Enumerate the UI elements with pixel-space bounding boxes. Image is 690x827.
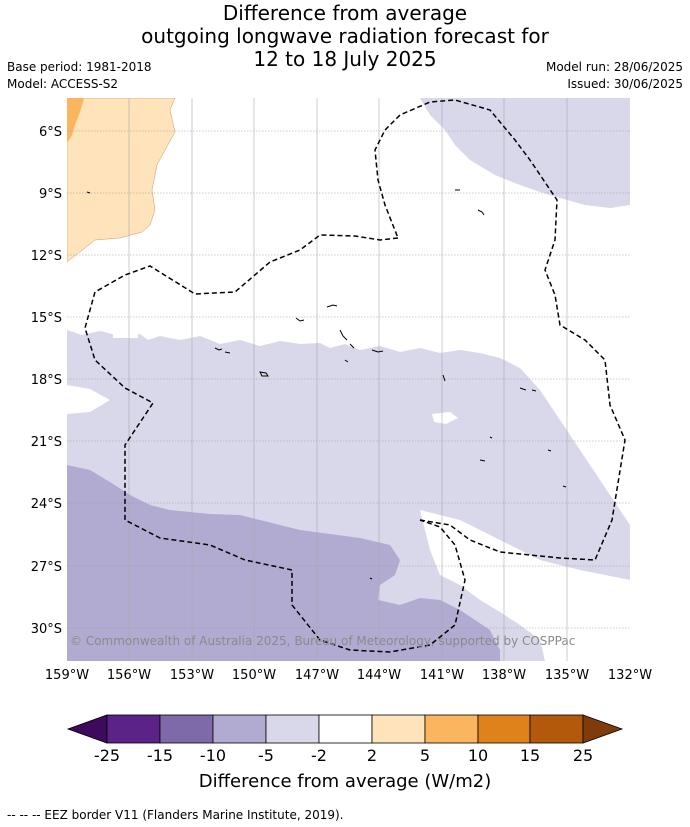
anomaly-blob-1 (113, 332, 138, 338)
lat-label-6S: 6°S (39, 125, 62, 140)
lon-label-153W: 153°W (170, 668, 214, 683)
map-title: Difference from average outgoing longwav… (0, 2, 690, 71)
model-run: Model run: 28/06/2025 (545, 60, 683, 74)
colorbar-tick-label: 15 (519, 746, 541, 765)
island-14 (547, 449, 552, 452)
copyright-notice: © Commonwealth of Australia 2025, Bureau… (70, 634, 576, 648)
island-1 (214, 347, 223, 351)
colorbar-tick-label: -2 (311, 746, 327, 765)
colorbar-segment-4 (265, 714, 320, 744)
island-7 (371, 349, 384, 353)
anomaly-white-gap-left (67, 236, 430, 340)
lat-label-12S: 12°S (31, 249, 62, 264)
island-20 (369, 577, 373, 580)
colorbar-segment-8 (477, 714, 531, 744)
eez-border-east (374, 99, 626, 561)
lon-label-147W: 147°W (295, 668, 339, 683)
island-2 (224, 351, 231, 354)
colorbar-segment-1 (106, 714, 161, 744)
lat-label-18S: 18°S (31, 373, 62, 388)
island-4 (326, 304, 338, 308)
colorbar-tick-label: -10 (199, 746, 227, 765)
island-9 (477, 209, 485, 216)
colorbar-segment-9 (529, 714, 584, 744)
title-line-3: 12 to 18 July 2025 (253, 47, 437, 71)
meta-right: Model run: 28/06/2025 Issued: 30/06/2025 (546, 59, 683, 93)
gridlines (67, 130, 630, 629)
lon-label-159W: 159°W (45, 668, 89, 683)
lon-label-144W: 144°W (357, 668, 401, 683)
anomaly-white-patch (432, 412, 458, 424)
lon-label-132W: 132°W (608, 668, 652, 683)
eez-border (84, 99, 626, 653)
colorbar-tick-label: 25 (572, 746, 594, 765)
island-6 (349, 343, 355, 349)
footnote-eez: -- -- -- EEZ border V11 (Flanders Marine… (7, 808, 344, 822)
lat-label-24S: 24°S (31, 497, 62, 512)
colorbar-segment-2 (159, 714, 214, 744)
colorbar-tick-label: 5 (419, 746, 431, 765)
island-17 (295, 317, 305, 322)
lon-label-135W: 135°W (545, 668, 589, 683)
island-15 (562, 485, 567, 488)
anomaly-region-plus2 (67, 98, 176, 263)
lon-label-156W: 156°W (107, 668, 151, 683)
lat-label-27S: 27°S (31, 560, 62, 575)
island-16 (86, 191, 91, 194)
colorbar-tick-label: 2 (366, 746, 378, 765)
colorbar-tick-label: -25 (93, 746, 121, 765)
anomaly-white-strip-2 (420, 510, 630, 661)
colorbar-tick-label: -5 (258, 746, 274, 765)
island-19 (489, 436, 493, 439)
eez-border-main (84, 234, 466, 653)
island-3 (259, 371, 269, 377)
island-10 (442, 374, 446, 382)
colorbar-over-arrow (582, 714, 624, 744)
base-period: Base period: 1981-2018 (7, 60, 152, 74)
colorbar (66, 714, 624, 744)
colorbar-segment-3 (212, 714, 267, 744)
island-13 (479, 459, 486, 462)
title-line-1: Difference from average (222, 1, 468, 25)
island-11 (519, 387, 527, 391)
island-12 (531, 389, 537, 392)
lat-label-15S: 15°S (31, 311, 62, 326)
meta-left: Base period: 1981-2018 Model: ACCESS-S2 (7, 59, 152, 93)
latitude-axis-labels: 6°S 9°S 12°S 15°S 18°S 21°S 24°S 27°S 30… (31, 125, 62, 637)
island-5 (339, 329, 348, 341)
islands (86, 189, 567, 580)
anomaly-region-plus5 (67, 98, 84, 143)
anomaly-white-strip-1 (67, 385, 110, 414)
colorbar-segment-5 (318, 714, 373, 744)
anomaly-region-minus10 (67, 465, 500, 661)
issued-date: Issued: 30/06/2025 (567, 77, 683, 91)
colorbar-tick-label: -15 (146, 746, 174, 765)
model-name: Model: ACCESS-S2 (7, 77, 119, 91)
map-panel (67, 98, 630, 661)
colorbar-under-arrow (66, 714, 108, 744)
title-line-2: outgoing longwave radiation forecast for (141, 24, 549, 48)
lat-label-21S: 21°S (31, 435, 62, 450)
lon-label-150W: 150°W (232, 668, 276, 683)
island-18 (344, 359, 349, 363)
colorbar-tick-label: 10 (467, 746, 489, 765)
lat-label-30S: 30°S (31, 622, 62, 637)
lon-label-138W: 138°W (482, 668, 526, 683)
colorbar-segment-6 (371, 714, 426, 744)
colorbar-title: Difference from average (W/m2) (198, 771, 492, 792)
meridians (128, 98, 568, 661)
longitude-axis-labels: 159°W 156°W 153°W 150°W 147°W 144°W 141°… (45, 668, 652, 683)
colorbar-segment-7 (424, 714, 479, 744)
lat-label-9S: 9°S (39, 187, 62, 202)
lon-label-141W: 141°W (420, 668, 464, 683)
